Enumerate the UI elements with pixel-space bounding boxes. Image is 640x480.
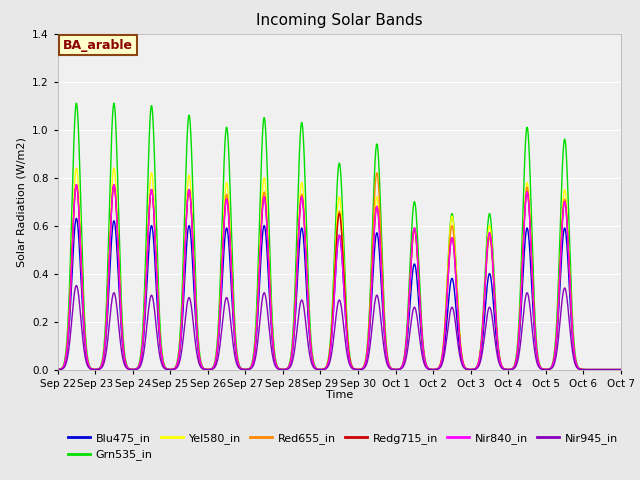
Grn535_in: [617, 367, 625, 372]
Grn535_in: [545, 366, 553, 372]
Text: BA_arable: BA_arable: [63, 39, 133, 52]
Line: Nir945_in: Nir945_in: [58, 286, 621, 370]
Line: Grn535_in: Grn535_in: [58, 103, 621, 370]
Nir840_in: [617, 367, 625, 372]
Red655_in: [373, 170, 381, 176]
Nir945_in: [152, 316, 159, 322]
Redg715_in: [118, 330, 126, 336]
Redg715_in: [606, 367, 614, 372]
Blu475_in: [617, 367, 625, 372]
Redg715_in: [54, 367, 61, 372]
Yel580_in: [54, 367, 61, 372]
Yel580_in: [545, 366, 553, 372]
Yel580_in: [110, 165, 118, 171]
Grn535_in: [294, 186, 302, 192]
Yel580_in: [606, 367, 614, 372]
Redg715_in: [152, 244, 159, 250]
Yel580_in: [118, 326, 126, 332]
Blu475_in: [294, 263, 302, 269]
Nir945_in: [54, 367, 61, 372]
Nir945_in: [606, 367, 614, 372]
Grn535_in: [606, 367, 614, 372]
Grn535_in: [54, 367, 61, 372]
Blu475_in: [270, 352, 278, 358]
Yel580_in: [270, 347, 278, 352]
Nir840_in: [606, 367, 614, 372]
Line: Blu475_in: Blu475_in: [58, 218, 621, 370]
Redg715_in: [617, 367, 625, 372]
Red655_in: [54, 367, 61, 372]
Grn535_in: [152, 187, 159, 192]
Redg715_in: [110, 182, 118, 188]
Blu475_in: [545, 366, 553, 372]
Red655_in: [152, 240, 159, 245]
Blu475_in: [118, 337, 126, 343]
Nir840_in: [545, 366, 553, 372]
Red655_in: [617, 367, 625, 372]
Grn535_in: [118, 313, 126, 319]
Nir945_in: [270, 359, 278, 364]
Yel580_in: [152, 232, 159, 238]
Blu475_in: [152, 268, 159, 274]
Nir840_in: [294, 240, 302, 246]
Redg715_in: [270, 348, 278, 354]
Nir945_in: [294, 316, 302, 322]
Red655_in: [269, 347, 277, 352]
Nir840_in: [270, 348, 278, 354]
Yel580_in: [617, 367, 625, 372]
Nir840_in: [152, 244, 159, 250]
Red655_in: [606, 367, 614, 372]
Redg715_in: [294, 240, 302, 246]
Red655_in: [118, 327, 125, 333]
Legend: Blu475_in, Grn535_in, Yel580_in, Red655_in, Redg715_in, Nir840_in, Nir945_in: Blu475_in, Grn535_in, Yel580_in, Red655_…: [63, 429, 623, 465]
Grn535_in: [270, 340, 278, 346]
Line: Yel580_in: Yel580_in: [58, 168, 621, 370]
Red655_in: [294, 243, 302, 249]
Line: Nir840_in: Nir840_in: [58, 185, 621, 370]
Title: Incoming Solar Bands: Incoming Solar Bands: [256, 13, 422, 28]
Line: Red655_in: Red655_in: [58, 173, 621, 370]
Redg715_in: [545, 366, 553, 372]
Line: Redg715_in: Redg715_in: [58, 185, 621, 370]
Nir840_in: [54, 367, 61, 372]
Nir945_in: [545, 367, 553, 372]
Nir945_in: [72, 283, 80, 288]
Y-axis label: Solar Radiation (W/m2): Solar Radiation (W/m2): [17, 137, 26, 266]
Blu475_in: [54, 367, 61, 372]
Nir945_in: [118, 351, 126, 357]
Blu475_in: [606, 367, 614, 372]
Nir840_in: [110, 182, 118, 188]
Blu475_in: [72, 216, 80, 221]
X-axis label: Time: Time: [326, 390, 353, 400]
Yel580_in: [294, 230, 302, 236]
Grn535_in: [110, 100, 118, 106]
Nir840_in: [118, 330, 126, 336]
Nir945_in: [617, 367, 625, 372]
Red655_in: [545, 366, 553, 372]
